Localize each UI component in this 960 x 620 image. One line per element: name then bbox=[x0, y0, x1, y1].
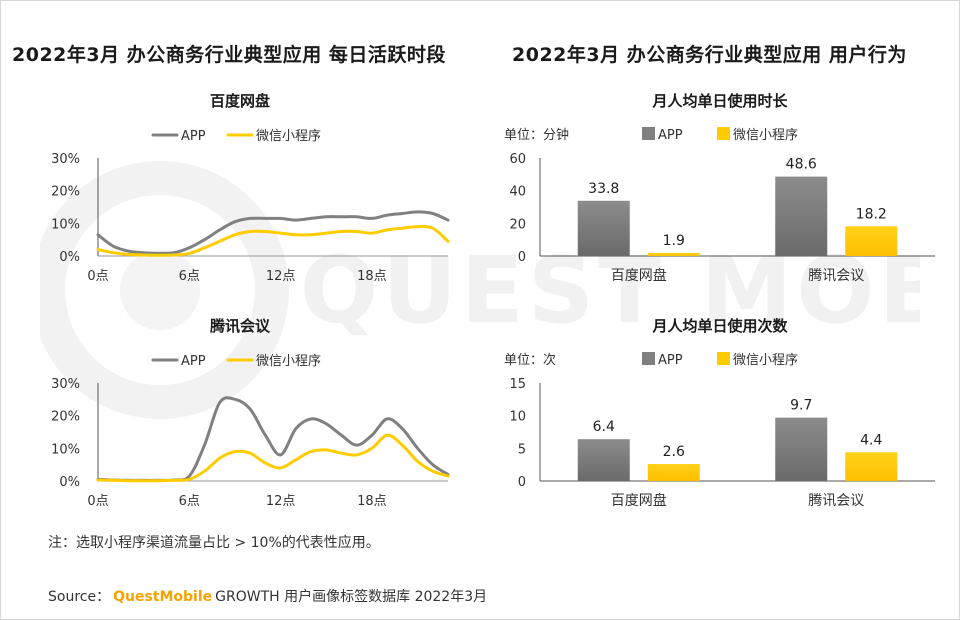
bar-app bbox=[577, 200, 630, 256]
bar-value-label: 2.6 bbox=[663, 444, 685, 460]
y-tick-label: 10% bbox=[51, 442, 80, 457]
chart-title: 月人均单日使用次数 bbox=[651, 317, 788, 335]
category-label: 腾讯会议 bbox=[808, 267, 864, 284]
y-tick-label: 40 bbox=[509, 185, 526, 200]
chart-title: 百度网盘 bbox=[210, 92, 270, 110]
x-tick-label: 18点 bbox=[357, 494, 387, 509]
bar-mini bbox=[845, 452, 898, 481]
y-tick-label: 0 bbox=[518, 475, 526, 490]
x-tick-label: 6点 bbox=[179, 269, 200, 284]
y-tick-label: 0 bbox=[518, 250, 526, 265]
category-label: 百度网盘 bbox=[611, 267, 667, 284]
x-tick-label: 0点 bbox=[87, 494, 108, 509]
source-line: Source： QuestMobile GROWTH 用户画像标签数据库 2022年… bbox=[48, 586, 487, 606]
legend-swatch-mini bbox=[717, 352, 730, 365]
unit-label: 单位：次 bbox=[504, 352, 556, 368]
source-label: Source： bbox=[48, 589, 111, 605]
bar-mini bbox=[647, 252, 700, 256]
y-tick-label: 0% bbox=[59, 250, 80, 265]
legend-swatch-app bbox=[642, 352, 655, 365]
bar-mini bbox=[647, 464, 700, 481]
bar-value-label: 9.7 bbox=[790, 398, 812, 414]
y-tick-label: 20 bbox=[509, 217, 526, 232]
x-tick-label: 6点 bbox=[179, 494, 200, 509]
y-tick-label: 5 bbox=[518, 442, 526, 457]
bar-value-label: 18.2 bbox=[856, 206, 887, 222]
x-tick-label: 0点 bbox=[87, 269, 108, 284]
legend-swatch-mini bbox=[717, 127, 730, 140]
y-tick-label: 20% bbox=[51, 185, 80, 200]
bar-value-label: 1.9 bbox=[663, 233, 685, 249]
category-label: 百度网盘 bbox=[611, 492, 667, 509]
x-tick-label: 12点 bbox=[266, 269, 296, 284]
y-tick-label: 20% bbox=[51, 410, 80, 425]
series-line-mini bbox=[96, 433, 450, 483]
x-tick-label: 12点 bbox=[266, 494, 296, 509]
source-brand: QuestMobile bbox=[113, 589, 213, 605]
y-tick-label: 30% bbox=[51, 377, 80, 392]
bar-value-label: 48.6 bbox=[786, 157, 817, 173]
y-tick-label: 10% bbox=[51, 217, 80, 232]
y-tick-label: 15 bbox=[509, 377, 526, 392]
legend-label: 微信小程序 bbox=[733, 353, 798, 368]
y-tick-label: 60 bbox=[509, 152, 526, 167]
chart-title: 腾讯会议 bbox=[209, 317, 271, 335]
legend-swatch-app bbox=[642, 127, 655, 140]
footnote: 注：选取小程序渠道流量占比 > 10%的代表性应用。 bbox=[48, 535, 380, 551]
legend-label: 微信小程序 bbox=[256, 129, 321, 144]
bar-app bbox=[775, 417, 828, 481]
baidu-netdisk-active-hours-chart: 百度网盘 APP 微信小程序 30% 20% 10% 0% 0点 6点 12点 18点 bbox=[51, 92, 450, 284]
y-tick-label: 0% bbox=[59, 475, 80, 490]
legend-label: APP bbox=[181, 129, 206, 144]
legend-label: APP bbox=[658, 353, 683, 368]
category-label: 腾讯会议 bbox=[808, 492, 864, 509]
y-tick-label: 10 bbox=[509, 410, 526, 425]
bar-app bbox=[577, 439, 630, 481]
series-line-app bbox=[96, 210, 450, 255]
tencent-meeting-active-hours-chart: 腾讯会议 APP 微信小程序 30% 20% 10% 0% 0点 6点 12点 18点 bbox=[51, 317, 450, 509]
bar-mini bbox=[845, 226, 898, 256]
bar-value-label: 33.8 bbox=[588, 181, 619, 197]
source-text: GROWTH 用户画像标签数据库 2022年3月 bbox=[215, 589, 488, 605]
legend-label: 微信小程序 bbox=[256, 354, 321, 369]
legend-label: 微信小程序 bbox=[733, 128, 798, 143]
unit-label: 单位：分钟 bbox=[504, 127, 569, 143]
y-tick-label: 30% bbox=[51, 152, 80, 167]
legend-label: APP bbox=[658, 128, 683, 143]
right-section-title: 2022年3月 办公商务行业典型应用 用户行为 bbox=[512, 44, 907, 66]
legend-label: APP bbox=[181, 354, 206, 369]
bar-value-label: 6.4 bbox=[593, 419, 615, 435]
bar-value-label: 4.4 bbox=[860, 432, 882, 448]
left-section-title: 2022年3月 办公商务行业典型应用 每日活跃时段 bbox=[12, 44, 446, 66]
chart-title: 月人均单日使用时长 bbox=[651, 92, 788, 110]
series-line-mini bbox=[96, 224, 450, 257]
bar-app bbox=[775, 176, 828, 256]
x-tick-label: 18点 bbox=[357, 269, 387, 284]
